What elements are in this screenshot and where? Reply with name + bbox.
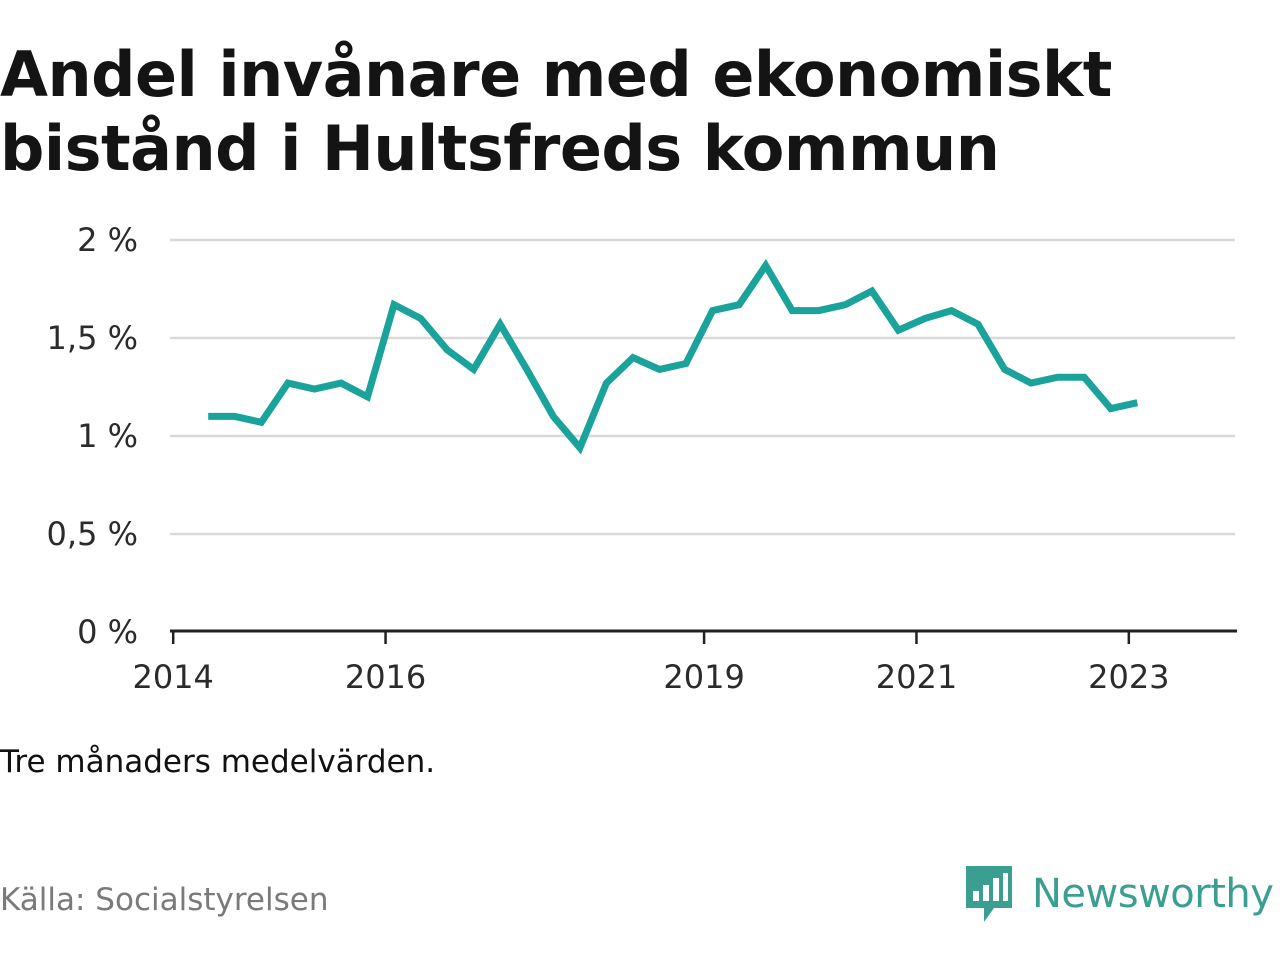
brand-logo: Newsworthy xyxy=(964,862,1274,926)
y-tick-label: 0 % xyxy=(77,613,138,651)
x-tick-label: 2016 xyxy=(345,658,426,696)
x-tick-label: 2019 xyxy=(663,658,744,696)
x-tick-label: 2021 xyxy=(876,658,957,696)
y-axis-ticks: 0 % 0,5 % 1 % 1,5 % 2 % xyxy=(47,221,138,651)
x-tick-label: 2023 xyxy=(1088,658,1169,696)
chart-note: Tre månaders medelvärden. xyxy=(0,744,436,780)
series-line xyxy=(208,258,1139,455)
newsworthy-logo-icon xyxy=(966,866,1012,922)
chart-title: Andel invånare med ekonomiskt bistånd i … xyxy=(0,38,1112,186)
brand-name: Newsworthy xyxy=(1032,871,1274,917)
y-tick-label: 1,5 % xyxy=(47,319,138,357)
series-group xyxy=(208,258,1139,455)
y-tick-label: 2 % xyxy=(77,221,138,259)
line-chart: 0 % 0,5 % 1 % 1,5 % 2 % 2014 2016 2019 2021 2023 xyxy=(47,221,1237,696)
x-tick-label: 2014 xyxy=(132,658,213,696)
y-tick-label: 0,5 % xyxy=(47,515,138,553)
source-label: Källa: Socialstyrelsen xyxy=(0,882,329,918)
x-axis: 2014 2016 2019 2021 2023 xyxy=(132,629,1237,696)
y-tick-label: 1 % xyxy=(77,417,138,455)
